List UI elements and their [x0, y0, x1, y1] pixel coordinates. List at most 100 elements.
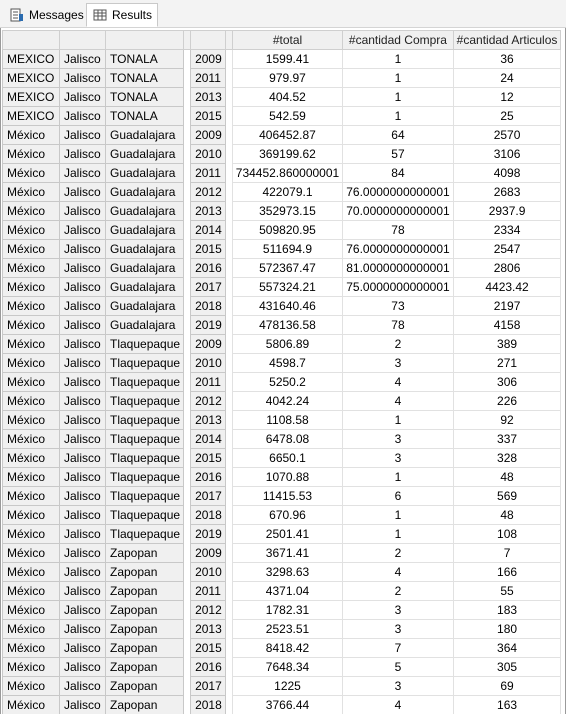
- table-row[interactable]: México Jalisco Guadalajara 2014 509820.95 78 2…: [2, 220, 562, 240]
- table-row[interactable]: México Jalisco Guadalajara 2016 572367.47 81.…: [2, 258, 562, 278]
- cantidad-compra-cell[interactable]: 6: [342, 486, 454, 506]
- city-cell[interactable]: Tlaquepaque: [104, 410, 185, 430]
- city-cell[interactable]: Guadalajara: [104, 239, 185, 259]
- cantidad-articulos-cell[interactable]: 2570: [452, 125, 562, 145]
- year-cell[interactable]: 2013: [190, 619, 226, 639]
- total-cell[interactable]: 5806.89: [231, 334, 344, 354]
- year-cell[interactable]: 2017: [190, 277, 226, 297]
- cantidad-compra-cell[interactable]: 57: [342, 144, 454, 164]
- country-cell[interactable]: México: [2, 448, 60, 468]
- city-cell[interactable]: TONALA: [104, 68, 185, 88]
- city-cell[interactable]: Zapopan: [104, 619, 185, 639]
- year-cell[interactable]: 2018: [190, 505, 226, 525]
- state-cell[interactable]: Jalisco: [59, 163, 106, 183]
- state-cell[interactable]: Jalisco: [59, 182, 106, 202]
- country-cell[interactable]: México: [2, 353, 60, 373]
- total-cell[interactable]: 352973.15: [231, 201, 344, 221]
- country-cell[interactable]: México: [2, 524, 60, 544]
- header-cantidad-articulos[interactable]: #cantidad Articulos: [452, 30, 562, 50]
- country-cell[interactable]: México: [2, 182, 60, 202]
- table-row[interactable]: México Jalisco Zapopan 2013 2523.51 3 180: [2, 619, 562, 639]
- country-cell[interactable]: México: [2, 239, 60, 259]
- country-cell[interactable]: México: [2, 638, 60, 658]
- country-cell[interactable]: México: [2, 619, 60, 639]
- year-cell[interactable]: 2009: [190, 49, 226, 69]
- table-row[interactable]: México Jalisco Tlaquepaque 2009 5806.89 2 389: [2, 334, 562, 354]
- cantidad-articulos-cell[interactable]: 163: [452, 695, 562, 714]
- year-cell[interactable]: 2010: [190, 562, 226, 582]
- total-cell[interactable]: 406452.87: [231, 125, 344, 145]
- cantidad-articulos-cell[interactable]: 328: [452, 448, 562, 468]
- cantidad-articulos-cell[interactable]: 2547: [452, 239, 562, 259]
- table-row[interactable]: México Jalisco Guadalajara 2019 478136.58 78 4…: [2, 315, 562, 335]
- cantidad-compra-cell[interactable]: 5: [342, 657, 454, 677]
- city-cell[interactable]: Guadalajara: [104, 144, 185, 164]
- total-cell[interactable]: 1225: [231, 676, 344, 696]
- cantidad-compra-cell[interactable]: 3: [342, 429, 454, 449]
- table-row[interactable]: MEXICO Jalisco TONALA 2011 979.97 1 24: [2, 68, 562, 88]
- year-cell[interactable]: 2012: [190, 600, 226, 620]
- table-row[interactable]: México Jalisco Guadalajara 2013 352973.15 70.…: [2, 201, 562, 221]
- cantidad-compra-cell[interactable]: 4: [342, 372, 454, 392]
- cantidad-articulos-cell[interactable]: 48: [452, 505, 562, 525]
- header-col-3[interactable]: [104, 30, 185, 50]
- header-cantidad-compra[interactable]: #cantidad Compra: [342, 30, 454, 50]
- total-cell[interactable]: 5250.2: [231, 372, 344, 392]
- header-col-2[interactable]: [59, 30, 106, 50]
- state-cell[interactable]: Jalisco: [59, 467, 106, 487]
- table-row[interactable]: MEXICO Jalisco TONALA 2009 1599.41 1 36: [2, 49, 562, 69]
- table-row[interactable]: MEXICO Jalisco TONALA 2013 404.52 1 12: [2, 87, 562, 107]
- total-cell[interactable]: 4371.04: [231, 581, 344, 601]
- cantidad-compra-cell[interactable]: 1: [342, 410, 454, 430]
- tab-messages[interactable]: Messages: [4, 3, 86, 27]
- table-row[interactable]: México Jalisco Tlaquepaque 2011 5250.2 4 306: [2, 372, 562, 392]
- total-cell[interactable]: 11415.53: [231, 486, 344, 506]
- total-cell[interactable]: 8418.42: [231, 638, 344, 658]
- city-cell[interactable]: Tlaquepaque: [104, 334, 185, 354]
- year-cell[interactable]: 2013: [190, 410, 226, 430]
- cantidad-articulos-cell[interactable]: 69: [452, 676, 562, 696]
- country-cell[interactable]: MEXICO: [2, 49, 60, 69]
- state-cell[interactable]: Jalisco: [59, 144, 106, 164]
- cantidad-articulos-cell[interactable]: 2683: [452, 182, 562, 202]
- city-cell[interactable]: Tlaquepaque: [104, 486, 185, 506]
- header-col-1[interactable]: [2, 30, 60, 50]
- year-cell[interactable]: 2018: [190, 296, 226, 316]
- state-cell[interactable]: Jalisco: [59, 695, 106, 714]
- total-cell[interactable]: 478136.58: [231, 315, 344, 335]
- country-cell[interactable]: México: [2, 125, 60, 145]
- cantidad-articulos-cell[interactable]: 48: [452, 467, 562, 487]
- city-cell[interactable]: Guadalajara: [104, 182, 185, 202]
- state-cell[interactable]: Jalisco: [59, 600, 106, 620]
- country-cell[interactable]: MEXICO: [2, 68, 60, 88]
- table-row[interactable]: México Jalisco Guadalajara 2015 511694.9 76.0…: [2, 239, 562, 259]
- total-cell[interactable]: 6650.1: [231, 448, 344, 468]
- cantidad-compra-cell[interactable]: 1: [342, 467, 454, 487]
- cantidad-compra-cell[interactable]: 1: [342, 106, 454, 126]
- city-cell[interactable]: Guadalajara: [104, 258, 185, 278]
- state-cell[interactable]: Jalisco: [59, 581, 106, 601]
- cantidad-articulos-cell[interactable]: 25: [452, 106, 562, 126]
- cantidad-compra-cell[interactable]: 3: [342, 448, 454, 468]
- table-row[interactable]: México Jalisco Zapopan 2009 3671.41 2 7: [2, 543, 562, 563]
- country-cell[interactable]: México: [2, 657, 60, 677]
- cantidad-compra-cell[interactable]: 2: [342, 581, 454, 601]
- country-cell[interactable]: México: [2, 505, 60, 525]
- cantidad-articulos-cell[interactable]: 306: [452, 372, 562, 392]
- cantidad-compra-cell[interactable]: 3: [342, 353, 454, 373]
- total-cell[interactable]: 557324.21: [231, 277, 344, 297]
- country-cell[interactable]: México: [2, 695, 60, 714]
- total-cell[interactable]: 1782.31: [231, 600, 344, 620]
- table-row[interactable]: México Jalisco Tlaquepaque 2014 6478.08 3 337: [2, 429, 562, 449]
- cantidad-articulos-cell[interactable]: 2806: [452, 258, 562, 278]
- country-cell[interactable]: México: [2, 296, 60, 316]
- cantidad-compra-cell[interactable]: 75.0000000000001: [342, 277, 454, 297]
- year-cell[interactable]: 2009: [190, 334, 226, 354]
- cantidad-articulos-cell[interactable]: 166: [452, 562, 562, 582]
- cantidad-compra-cell[interactable]: 70.0000000000001: [342, 201, 454, 221]
- total-cell[interactable]: 4042.24: [231, 391, 344, 411]
- cantidad-articulos-cell[interactable]: 12: [452, 87, 562, 107]
- city-cell[interactable]: Zapopan: [104, 695, 185, 714]
- total-cell[interactable]: 734452.860000001: [231, 163, 344, 183]
- country-cell[interactable]: México: [2, 581, 60, 601]
